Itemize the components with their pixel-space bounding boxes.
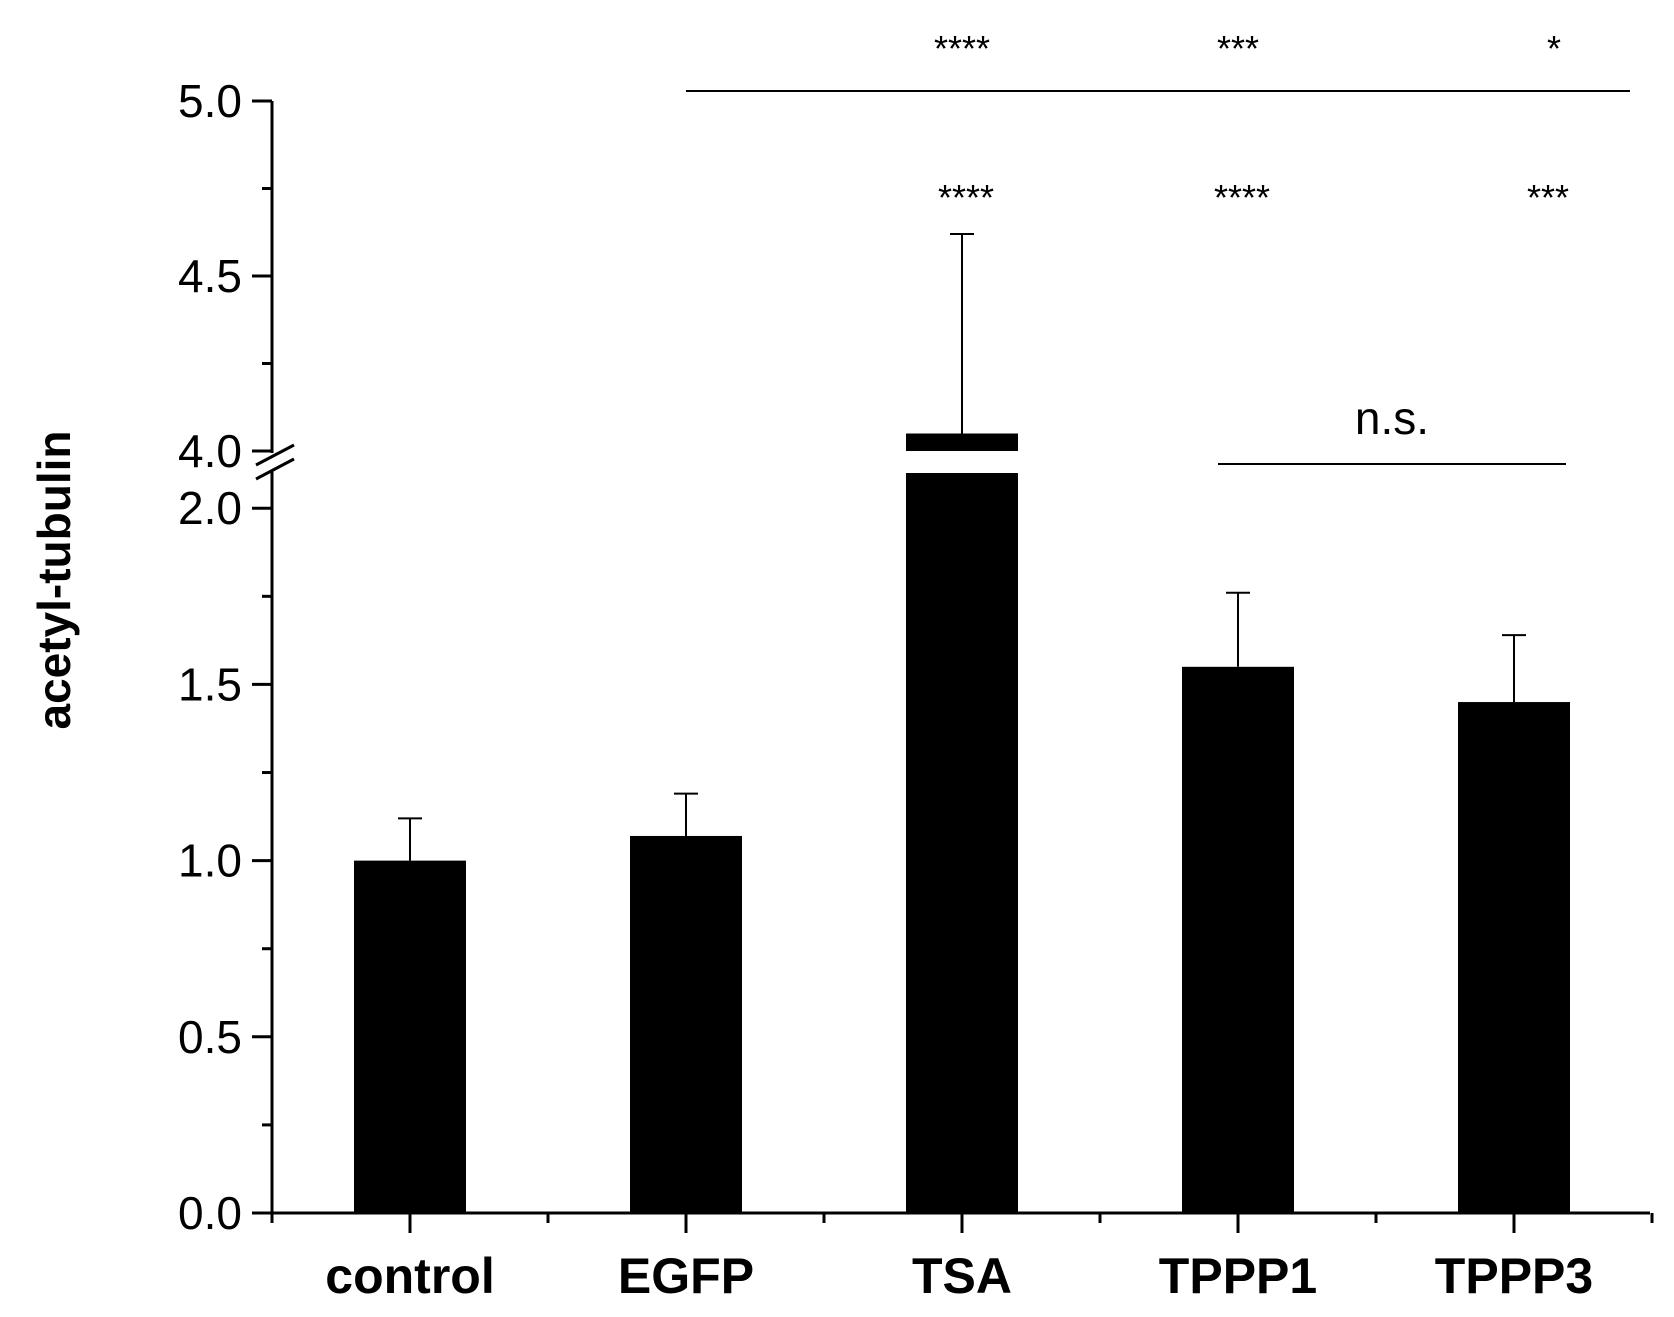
significance-stars-top: * [1547,28,1561,69]
bar-upper-segment [906,433,1018,451]
bar [630,835,742,1213]
significance-stars-top: **** [934,28,990,69]
x-tick-label: EGFP [618,1248,754,1304]
axis-break-mark [255,457,295,481]
y-tick-label: 0.5 [178,1011,242,1063]
y-tick-label: 1.0 [178,835,242,887]
bar [906,473,1018,1213]
x-tick-label: control [325,1248,494,1304]
bar [1182,666,1294,1213]
bar [354,860,466,1213]
x-tick-label: TSA [912,1248,1012,1304]
significance-stars: **** [938,177,994,218]
y-tick-label: 0.0 [178,1187,242,1239]
y-tick-label: 1.5 [178,658,242,710]
x-tick-label: TPPP1 [1159,1248,1317,1304]
axes: 0.0 0.5 1.0 1.5 2.04.0 4.5 5.0 control EGFP TSA TP… [178,75,1654,1304]
y-axis-label: acetyl-tubulin [28,430,80,729]
significance-stars-top: *** [1217,28,1259,69]
ns-label: n.s. [1355,392,1429,444]
bar [1458,702,1570,1213]
annotations-group: **** *** ***** **** ***n.s. [686,28,1630,465]
y-tick-label: 5.0 [178,75,242,127]
y-tick-label: 4.5 [178,250,242,302]
y-tick-label: 2.0 [178,482,242,534]
significance-stars: **** [1214,177,1270,218]
significance-stars: *** [1527,177,1569,218]
axis-break-mark [255,443,295,467]
x-tick-label: TPPP3 [1435,1248,1593,1304]
bars-group [354,233,1570,1213]
y-tick-label: 4.0 [178,425,242,477]
